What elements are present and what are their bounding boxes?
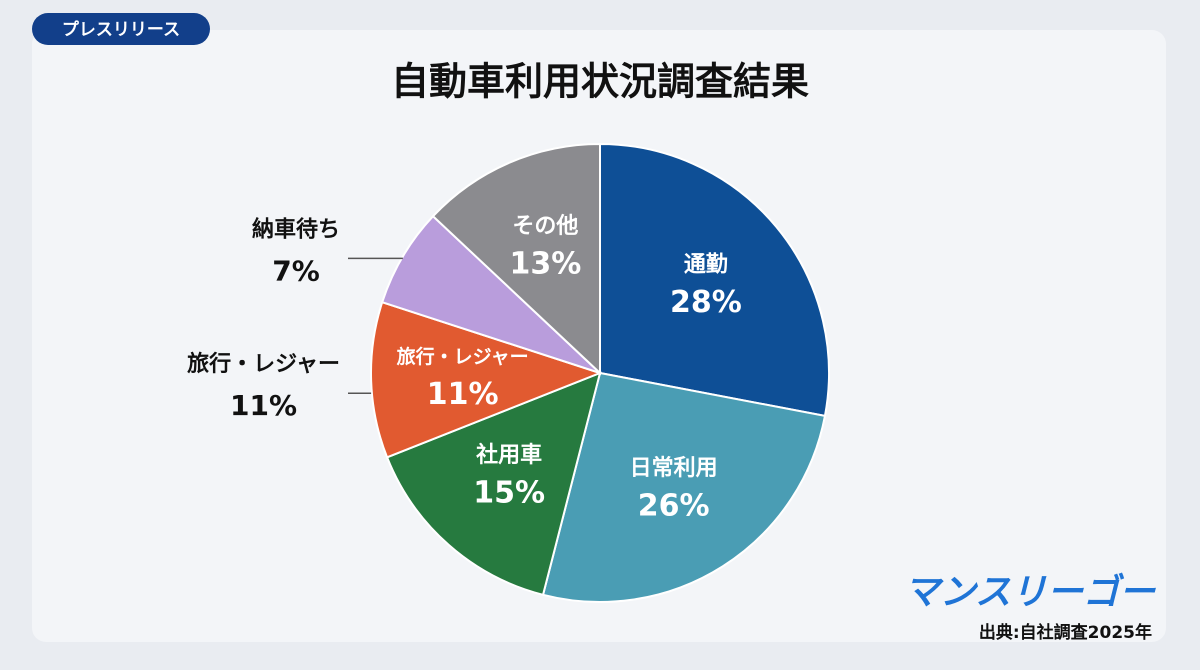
slice-value: 11%	[427, 377, 499, 412]
slice-value: 26%	[638, 489, 710, 524]
outside-value: 11%	[230, 389, 297, 422]
outside-value: 7%	[272, 254, 320, 287]
outside-label: 納車待ち	[252, 216, 340, 242]
pie-slice	[431, 142, 601, 376]
slice-label: 通勤	[684, 251, 728, 277]
slice-label: 社用車	[476, 442, 542, 468]
slice-value: 13%	[510, 246, 582, 281]
chart-title: 自動車利用状況調査結果	[391, 60, 809, 104]
slice-label: その他	[512, 214, 578, 239]
badge: プレスリリース	[62, 19, 180, 40]
pie-slice	[385, 371, 602, 597]
slice-label: 日常利用	[630, 455, 718, 481]
badge-bg	[32, 13, 210, 45]
outside-label: 旅行・レジャー	[187, 351, 340, 377]
pie-slice	[370, 300, 603, 459]
source: 出典:自社調査2025年	[979, 622, 1152, 643]
logo: マンスリーゴー	[904, 572, 1156, 613]
slice-value: 28%	[670, 285, 742, 320]
slice-label: 旅行・レジャー	[397, 345, 529, 368]
pie-slice	[541, 371, 827, 603]
slice-value: 15%	[473, 476, 545, 511]
pie-slice	[599, 142, 830, 418]
